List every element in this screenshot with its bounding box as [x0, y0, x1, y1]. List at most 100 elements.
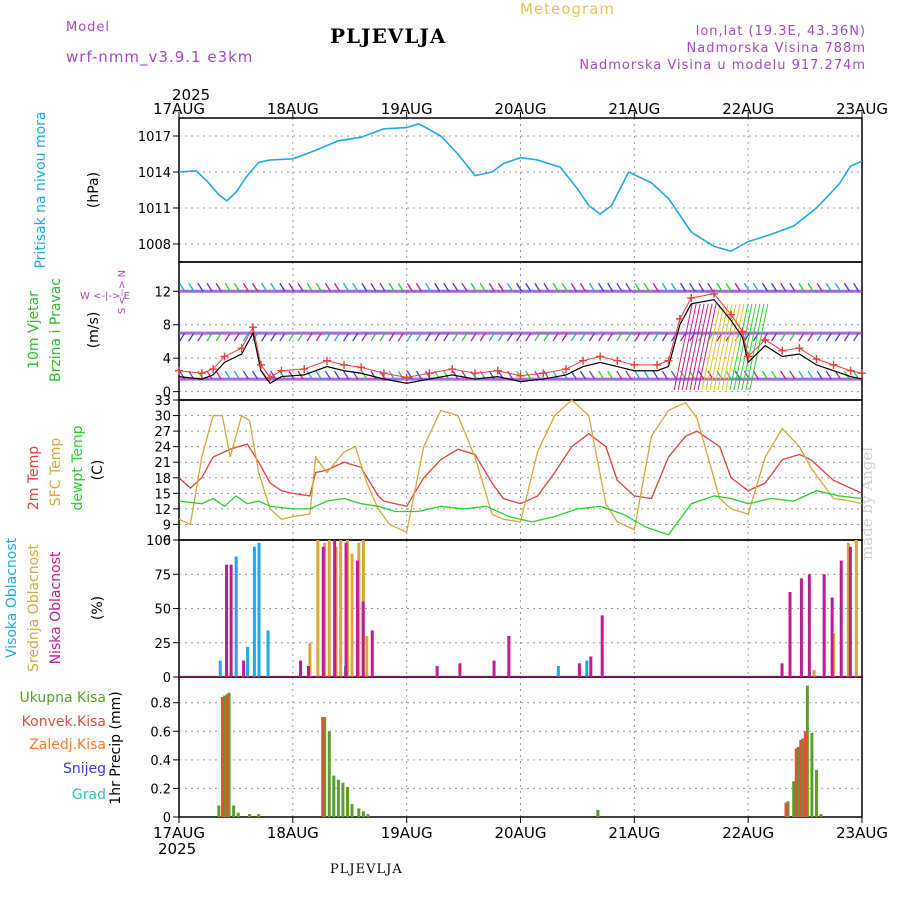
cloud-bar-2 [507, 635, 511, 677]
wind-barb [734, 282, 741, 292]
cloud-bar-0 [252, 546, 256, 677]
wind-barb [179, 282, 186, 292]
wind-barb [707, 282, 714, 292]
wind-barb [270, 332, 277, 342]
wind-barb [470, 332, 477, 342]
wind-barb [552, 332, 559, 342]
cloud-bar-2 [839, 560, 843, 677]
wind-barb [598, 370, 605, 380]
wind-barb [643, 370, 650, 380]
y-tick-label: 30 [154, 410, 171, 425]
temp-label-2m: 2m Temp [26, 446, 42, 510]
cloud-bar-0 [234, 556, 238, 677]
wind-barb [370, 370, 377, 380]
wind-barb [816, 370, 823, 380]
y-tick-label: 0.4 [150, 754, 171, 769]
wind-barb [607, 282, 614, 292]
wind-barb [306, 370, 313, 380]
wind-barb [497, 332, 504, 342]
precip-bar-0 [327, 731, 331, 817]
cloud-bar-2 [848, 546, 852, 677]
y-tick-label: 25 [154, 637, 171, 652]
precip-legend-item: Grad [72, 787, 106, 803]
wind-barb [379, 332, 386, 342]
y-tick-label: 33 [154, 394, 171, 409]
precip-bar-0 [236, 812, 240, 817]
wind-hatch [721, 303, 741, 391]
wind-barb [425, 282, 432, 292]
cloud-bar-2 [242, 660, 246, 677]
cloud-bar-2 [229, 564, 233, 677]
precip-legend-item: Snijeg [63, 761, 106, 777]
precip-bar-0 [357, 808, 361, 817]
y-tick-label: 0.6 [150, 725, 171, 740]
cloud-bar-2 [830, 597, 834, 677]
wind-barb [288, 370, 295, 380]
temp-line-0 [178, 430, 863, 508]
precip-axis-label: 1hr Precip (mm) [108, 691, 124, 804]
wind-barb [343, 282, 350, 292]
wind-barb [561, 332, 568, 342]
wind-barb [579, 332, 586, 342]
y-tick-label: 0.2 [150, 782, 171, 797]
wind-hatch [717, 303, 737, 391]
wind-barb [698, 282, 705, 292]
wind-barb [443, 282, 450, 292]
wind-barb [707, 370, 714, 380]
wind-barb [634, 370, 641, 380]
wind-barb [406, 332, 413, 342]
wind-barb [388, 332, 395, 342]
x-tick-label: 22AUG [722, 824, 774, 842]
wind-barb [361, 370, 368, 380]
wind-barb [306, 332, 313, 342]
wind-barb [188, 282, 195, 292]
altitude-text: Nadmorska Visina 788m [686, 41, 866, 56]
wind-barb [588, 332, 596, 342]
wind-barb [461, 282, 468, 292]
wind-barb [761, 370, 769, 380]
wind-barb [352, 332, 359, 342]
cloud-bar-0 [266, 630, 270, 677]
wind-barb [288, 282, 295, 292]
cloud-bar-1 [316, 540, 320, 677]
wind-barb [771, 332, 778, 342]
wind-barb [734, 370, 741, 380]
y-tick-label: 1017 [138, 130, 171, 145]
wind-barb [224, 370, 231, 380]
x-tick-label: 18AUG [267, 100, 319, 118]
x-tick-label: 23AUG [836, 824, 888, 842]
meteogram-label: Meteogram [520, 0, 615, 18]
wind-barb [242, 332, 249, 342]
wind-barb [534, 370, 541, 380]
wind-barb [206, 370, 213, 380]
wind-barb [853, 282, 860, 292]
wind-barb [224, 282, 231, 292]
wind-barb [488, 370, 495, 380]
wind-barb [425, 370, 432, 380]
wind-barb [661, 370, 668, 380]
wind-barb [525, 282, 532, 292]
y-tick-label: 8 [163, 319, 171, 334]
cloud-bar-1 [365, 635, 369, 677]
wind-barb [434, 282, 441, 292]
temp-unit: (C) [90, 460, 106, 481]
precip-bar-0 [810, 732, 814, 817]
wind-barb [561, 282, 568, 292]
y-tick-label: 24 [154, 441, 171, 456]
page-title: PLJEVLJA [330, 24, 447, 48]
wind-barb [206, 282, 213, 292]
wind-barb [789, 370, 796, 380]
wind-barb [534, 332, 541, 342]
wind-barb [242, 370, 249, 380]
wind-barb [853, 332, 860, 342]
year-label: 2025 [158, 840, 196, 858]
cloud-bar-2 [807, 574, 811, 677]
wind-barb [516, 332, 523, 342]
wind-barb [315, 332, 322, 342]
cloud-label-low: Niska Oblacnost [48, 551, 64, 664]
wind-barb [497, 282, 504, 292]
wind-barb [780, 332, 787, 342]
wind-barb [843, 282, 851, 292]
wind-barb [406, 370, 413, 380]
wind-barb [397, 332, 404, 342]
